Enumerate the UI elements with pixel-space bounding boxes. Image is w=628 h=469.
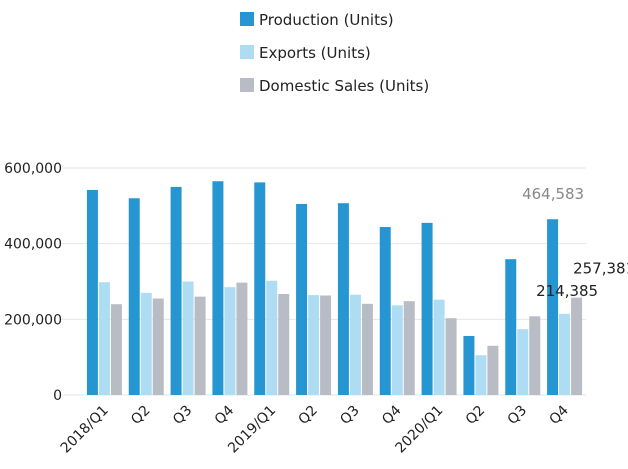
bar bbox=[445, 318, 457, 395]
bar bbox=[517, 329, 529, 395]
bar bbox=[224, 287, 236, 395]
bar bbox=[152, 298, 164, 395]
x-tick-label: Q3 bbox=[170, 403, 195, 428]
bar bbox=[487, 345, 499, 395]
bar bbox=[361, 303, 373, 395]
bar bbox=[559, 313, 571, 395]
x-tick-label: Q4 bbox=[379, 402, 404, 427]
x-tick-label: Q2 bbox=[128, 403, 153, 428]
x-tick-label: Q2 bbox=[463, 403, 488, 428]
data-label: 214,385 bbox=[536, 282, 598, 300]
bar bbox=[403, 301, 415, 395]
bar bbox=[337, 203, 349, 395]
x-tick-label: Q4 bbox=[547, 402, 572, 427]
bar bbox=[254, 182, 266, 395]
legend-label: Exports (Units) bbox=[259, 44, 371, 62]
bar bbox=[547, 219, 559, 395]
legend-label: Production (Units) bbox=[259, 11, 394, 29]
y-tick-label: 200,000 bbox=[4, 312, 62, 328]
bar bbox=[463, 335, 475, 395]
data-label: 464,583 bbox=[522, 185, 584, 203]
bar bbox=[170, 186, 182, 395]
bar bbox=[391, 305, 403, 395]
bar bbox=[571, 297, 583, 395]
legend-label: Domestic Sales (Units) bbox=[259, 77, 429, 95]
bar bbox=[98, 282, 110, 395]
legend-swatch bbox=[240, 45, 254, 59]
bar bbox=[529, 316, 541, 395]
bar bbox=[278, 293, 290, 395]
x-tick-label: Q2 bbox=[296, 403, 321, 428]
x-tick-label: 2018/Q1 bbox=[58, 403, 112, 457]
x-tick-label: Q3 bbox=[505, 403, 530, 428]
bar bbox=[296, 203, 308, 395]
x-tick-label: Q4 bbox=[212, 402, 237, 427]
bar bbox=[320, 295, 332, 395]
data-label: 257,381 bbox=[573, 260, 628, 278]
bar bbox=[266, 280, 278, 395]
bar bbox=[128, 198, 140, 395]
bar bbox=[236, 282, 248, 395]
bar bbox=[421, 222, 433, 395]
bar bbox=[140, 292, 152, 395]
x-tick-label: Q3 bbox=[337, 403, 362, 428]
bar bbox=[86, 189, 98, 395]
y-tick-label: 0 bbox=[53, 388, 62, 404]
bar bbox=[194, 296, 206, 395]
legend-swatch bbox=[240, 78, 254, 92]
bar bbox=[475, 355, 487, 395]
y-tick-label: 600,000 bbox=[4, 161, 62, 177]
bar bbox=[212, 181, 224, 395]
bar bbox=[505, 259, 517, 395]
bar bbox=[308, 295, 320, 395]
legend-swatch bbox=[240, 12, 254, 26]
bar bbox=[379, 227, 391, 395]
bar bbox=[349, 294, 361, 395]
y-tick-label: 400,000 bbox=[4, 237, 62, 253]
bar bbox=[110, 304, 122, 395]
bar bbox=[182, 281, 194, 395]
bar bbox=[433, 299, 445, 395]
